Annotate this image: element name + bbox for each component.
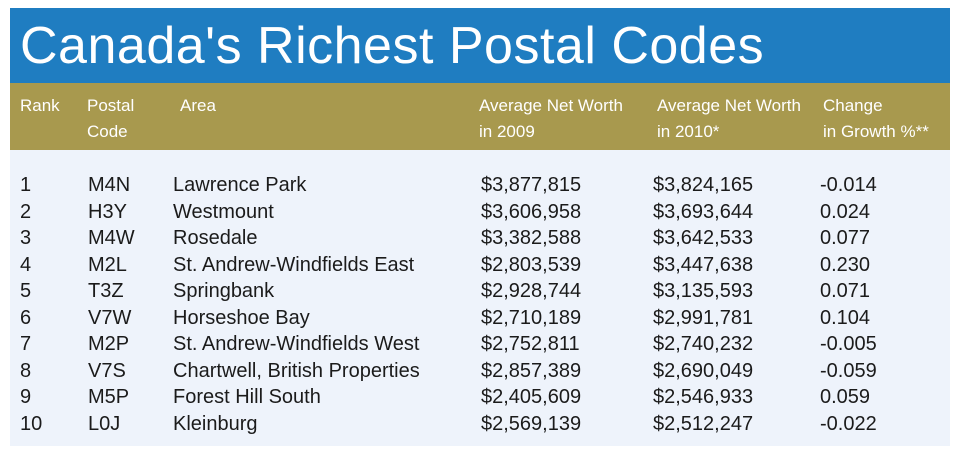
column-header-area: Area [180,96,216,115]
net-worth-2009-cell: $2,803,539 [481,253,582,276]
area-cell: Horseshoe Bay [173,306,310,329]
table-row: 10 L0J Kleinburg $2,569,139 $2,512,247 -0.022 [10,411,950,438]
title-bar: Canada's Richest Postal Codes [10,8,950,83]
column-header-net-worth-2010: Average Net Worth in 2010* [657,96,801,141]
area-cell: Forest Hill South [173,386,321,408]
rank-cell: 3 [20,227,32,249]
net-worth-2010-cell: $3,135,593 [653,280,754,302]
column-header-rank: Rank [20,96,60,115]
postal-code-cell: T3Z [88,280,124,302]
change-cell: 0.059 [820,386,871,408]
change-cell: 0.230 [820,253,871,276]
rank-cell: 9 [20,386,32,408]
table-header: Rank Postal Code Area Average Net Worth … [10,83,950,150]
change-cell: 0.024 [820,200,871,223]
area-cell: Rosedale [173,227,258,249]
rank-cell: 2 [20,200,32,223]
net-worth-2010-cell: $3,693,644 [653,200,754,223]
table-row: 7 M2P St. Andrew-Windfields West $2,752,811… [10,331,950,358]
postal-code-cell: M4W [88,227,135,249]
table-row: 8 V7S Chartwell, British Properties $2,857,… [10,358,950,385]
table-row: 6 V7W Horseshoe Bay $2,710,189 $2,991,781 0.1… [10,305,950,332]
net-worth-2010-cell: $3,447,638 [653,253,754,276]
net-worth-2010-cell: $2,512,247 [653,412,754,435]
net-worth-2009-cell: $2,569,139 [481,412,582,435]
postal-code-cell: M4N [88,174,131,196]
area-cell: Westmount [173,200,274,223]
postal-code-cell: H3Y [88,200,127,223]
net-worth-2009-cell: $3,877,815 [481,174,582,196]
change-cell: -0.014 [820,174,877,196]
change-cell: 0.071 [820,280,871,302]
area-cell: Kleinburg [173,412,258,435]
net-worth-2010-cell: $2,740,232 [653,333,754,355]
area-cell: Springbank [173,280,275,302]
area-cell: Chartwell, British Properties [173,359,420,382]
net-worth-2010-cell: $3,642,533 [653,227,754,249]
rank-cell: 10 [20,412,43,435]
table-row: 1 M4N Lawrence Park $3,877,815 $3,824,165 -0.… [10,172,950,199]
column-header-net-worth-2009: Average Net Worth in 2009 [479,96,623,141]
postal-code-cell: M5P [88,386,130,408]
table-row: 5 T3Z Springbank $2,928,744 $3,135,593 0.071 [10,278,950,305]
change-cell: 0.077 [820,227,871,249]
net-worth-2010-cell: $2,690,049 [653,359,754,382]
table-row: 2 H3Y Westmount $3,606,958 $3,693,644 0.024 [10,199,950,226]
rank-cell: 8 [20,359,32,382]
column-header-postal-code: Postal Code [87,96,135,141]
change-cell: -0.005 [820,333,877,355]
net-worth-2009-cell: $2,857,389 [481,359,582,382]
postal-code-cell: M2P [88,333,130,355]
net-worth-2010-cell: $3,824,165 [653,174,754,196]
net-worth-2010-cell: $2,546,933 [653,386,754,408]
net-worth-2010-cell: $2,991,781 [653,306,754,329]
page-title: Canada's Richest Postal Codes [20,17,765,75]
net-worth-2009-cell: $2,710,189 [481,306,582,329]
postal-code-cell: L0J [88,412,121,435]
table-row: 4 M2L St. Andrew-Windfields East $2,803,539… [10,252,950,279]
net-worth-2009-cell: $3,606,958 [481,200,582,223]
table-row: 9 M5P Forest Hill South $2,405,609 $2,546,93… [10,384,950,411]
change-cell: -0.059 [820,359,877,382]
rank-cell: 1 [20,174,32,196]
table-panel: Canada's Richest Postal Codes Rank Posta… [10,8,950,446]
postal-code-cell: V7S [88,359,126,382]
postal-code-cell: M2L [88,253,127,276]
table-body: 1 M4N Lawrence Park $3,877,815 $3,824,165 -0.… [10,172,950,437]
rank-cell: 7 [20,333,32,355]
column-header-change: Change in Growth %** [823,96,929,141]
net-worth-2009-cell: $2,928,744 [481,280,582,302]
rank-cell: 5 [20,280,32,302]
net-worth-2009-cell: $2,405,609 [481,386,582,408]
rank-cell: 4 [20,253,32,276]
net-worth-2009-cell: $3,382,588 [481,227,582,249]
area-cell: St. Andrew-Windfields West [173,333,420,355]
change-cell: -0.022 [820,412,877,435]
area-cell: St. Andrew-Windfields East [173,253,415,276]
rank-cell: 6 [20,306,32,329]
net-worth-2009-cell: $2,752,811 [481,333,580,355]
change-cell: 0.104 [820,306,871,329]
postal-code-cell: V7W [88,306,132,329]
area-cell: Lawrence Park [173,174,307,196]
table-row: 3 M4W Rosedale $3,382,588 $3,642,533 0.077 [10,225,950,252]
